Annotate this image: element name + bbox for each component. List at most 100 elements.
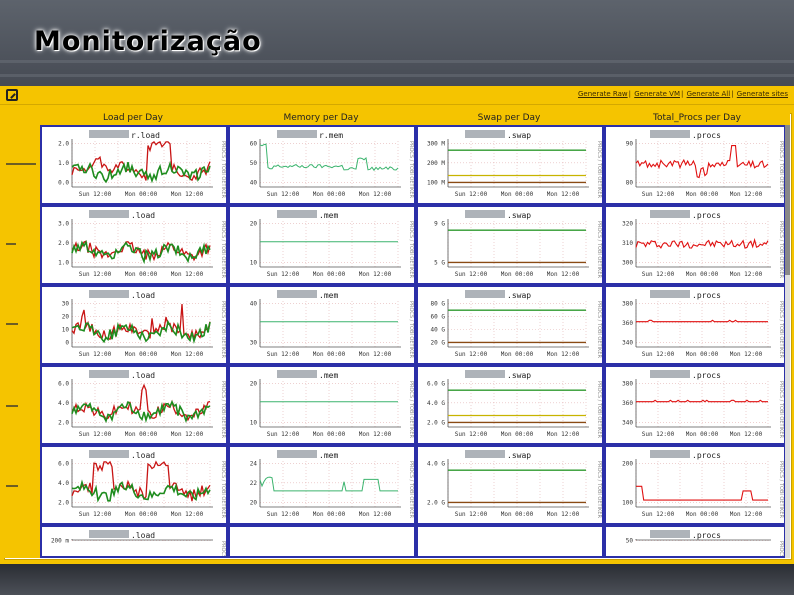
x-tick-label: Mon 12:00 <box>547 191 580 198</box>
series-line-memory <box>259 476 398 492</box>
graph-cell-swap[interactable]: .swap PROCS / TOBI OETIKER 80 G 60 G 40 G 20 … <box>416 285 604 365</box>
link-generate-vm[interactable]: Generate VM <box>634 90 680 98</box>
graph-cell-mem[interactable]: .mem PROCS / TOBI OETIKER 40 30 Sun 12:00 Mon… <box>228 285 416 365</box>
x-tick-label: Mon 00:00 <box>686 351 719 358</box>
series-line-procs <box>636 485 768 501</box>
graph-swap: .swap PROCS / TOBI OETIKER 4.0 G 2.0 G Sun 1… <box>427 450 602 518</box>
graph-cell-swap[interactable] <box>416 525 604 558</box>
col-header-procs: Total_Procs per Day <box>653 113 741 123</box>
y-tick-label: 9 G <box>434 220 445 227</box>
graph-mem: .mem PROCS / TOBI OETIKER 20 10 Sun 12:00 Mon… <box>250 370 414 438</box>
y-tick-label: 40 <box>250 179 258 186</box>
redacted-hostname <box>89 210 129 218</box>
graph-title: .swap <box>507 451 531 460</box>
series-line-green <box>71 479 211 503</box>
graph-cell-procs[interactable]: .procs PROCS / TOBI OETIKER 320 310 300 Sun 1… <box>604 205 786 285</box>
left-marker <box>6 485 18 487</box>
y-tick-label: 22 <box>250 480 258 487</box>
y-tick-label: 10 <box>62 326 70 333</box>
series-line-green <box>71 399 211 424</box>
series-line-green <box>71 239 211 265</box>
x-tick-label: Sun 12:00 <box>267 351 300 358</box>
graph-cell-procs[interactable]: .procs PROCS / TOBI OETIKER 50 <box>604 525 786 558</box>
y-tick-label: 300 <box>622 259 633 266</box>
x-tick-label: Mon 00:00 <box>686 511 719 518</box>
x-tick-label: Mon 00:00 <box>501 191 534 198</box>
x-tick-label: Mon 00:00 <box>501 351 534 358</box>
y-tick-label: 60 G <box>431 313 446 320</box>
graph-cell-mem[interactable]: .mem PROCS / TOBI OETIKER 24 22 20 Sun 12:00 M… <box>228 445 416 525</box>
graph-cell-swap[interactable]: .swap PROCS / TOBI OETIKER 6.0 G 4.0 G 2.0 G… <box>416 365 604 445</box>
y-tick-label: 2.0 <box>58 419 69 426</box>
y-tick-label: 80 G <box>431 300 446 307</box>
graph-cell-mem[interactable]: .mem PROCS / TOBI OETIKER 20 10 Sun 12:00 Mon… <box>228 365 416 445</box>
y-tick-label: 300 M <box>427 140 445 147</box>
y-tick-label: 10 <box>250 259 258 266</box>
x-tick-label: Mon 12:00 <box>171 431 204 438</box>
redacted-hostname <box>89 130 129 138</box>
y-tick-label: 380 <box>622 380 633 387</box>
graph-cell-load[interactable]: .load PROCS / TOBI OETIKER 200 m <box>40 525 228 558</box>
redacted-hostname <box>89 290 129 298</box>
x-tick-label: Sun 12:00 <box>455 271 488 278</box>
scrollbar-thumb[interactable] <box>785 125 790 275</box>
link-generate-all[interactable]: Generate All <box>686 90 731 98</box>
graph-cell-swap[interactable]: .swap PROCS / TOBI OETIKER 4.0 G 2.0 G Sun 1… <box>416 445 604 525</box>
y-tick-label: 360 <box>622 320 633 327</box>
redacted-hostname <box>277 290 317 298</box>
x-tick-label: Mon 12:00 <box>359 191 392 198</box>
graph-title: .procs <box>692 451 721 460</box>
x-tick-label: Sun 12:00 <box>642 431 675 438</box>
x-tick-label: Mon 00:00 <box>686 271 719 278</box>
y-tick-label: 3.0 <box>58 220 69 227</box>
redacted-hostname <box>650 450 690 458</box>
app-logo-icon[interactable] <box>6 89 18 101</box>
graph-cell-load[interactable]: .load PROCS / TOBI OETIKER 6.0 4.0 2.0 Sun 12… <box>40 365 228 445</box>
rrdtool-credit: PROCS / TOBI OETIKER <box>220 541 226 556</box>
y-tick-label: 40 G <box>431 326 446 333</box>
redacted-hostname <box>465 450 505 458</box>
graph-cell-procs[interactable]: .procs PROCS / TOBI OETIKER 90 80 Sun 12:00 M… <box>604 125 786 205</box>
y-tick-label: 0 <box>65 339 69 346</box>
x-tick-label: Mon 12:00 <box>547 431 580 438</box>
y-tick-label: 40 <box>250 300 258 307</box>
graph-procs: .procs PROCS / TOBI OETIKER 50 <box>626 530 784 556</box>
graph-cell-mem[interactable] <box>228 525 416 558</box>
graph-load: .load PROCS / TOBI OETIKER 200 m <box>51 530 226 556</box>
x-tick-label: Sun 12:00 <box>642 511 675 518</box>
y-tick-label: 6.0 <box>58 460 69 467</box>
series-line-procs <box>636 399 768 403</box>
redacted-hostname <box>650 210 690 218</box>
scrollbar[interactable] <box>785 125 790 558</box>
x-tick-label: Mon 12:00 <box>547 351 580 358</box>
left-strip <box>4 125 40 558</box>
graph-cell-load[interactable]: .load PROCS / TOBI OETIKER 3.0 2.0 1.0 Sun 12… <box>40 205 228 285</box>
graph-cell-load[interactable]: .load PROCS / TOBI OETIKER 6.0 4.0 2.0 Sun 12… <box>40 445 228 525</box>
graph-cell-procs[interactable]: .procs PROCS / TOBI OETIKER 380 360 340 Sun 1… <box>604 365 786 445</box>
y-tick-label: 200 m <box>51 537 69 544</box>
graph-cell-swap[interactable]: .swap PROCS / TOBI OETIKER 9 G 5 G Sun 12:00… <box>416 205 604 285</box>
graph-cell-load[interactable]: r.load PROCS / TOBI OETIKER 2.0 1.0 0.0 Sun 1… <box>40 125 228 205</box>
graph-cell-swap[interactable]: .swap PROCS / TOBI OETIKER 300 M 200 M 100 M… <box>416 125 604 205</box>
graph-cell-procs[interactable]: .procs PROCS / TOBI OETIKER 380 360 340 Sun 1… <box>604 285 786 365</box>
link-generate-raw[interactable]: Generate Raw <box>577 90 628 98</box>
graph-title: .mem <box>319 371 338 380</box>
graph-title: .swap <box>507 211 531 220</box>
top-bar <box>0 86 794 105</box>
graph-load: r.load PROCS / TOBI OETIKER 2.0 1.0 0.0 Sun 1… <box>58 130 226 198</box>
x-tick-label: Mon 00:00 <box>686 431 719 438</box>
x-tick-label: Mon 12:00 <box>730 511 763 518</box>
y-tick-label: 2.0 <box>58 499 69 506</box>
graph-cell-load[interactable]: .load PROCS / TOBI OETIKER 30 20 10 0 Sun 12:0… <box>40 285 228 365</box>
rrdtool-credit: PROCS / TOBI OETIKER <box>220 221 226 278</box>
graph-cell-mem[interactable]: .mem PROCS / TOBI OETIKER 20 10 Sun 12:00 Mon… <box>228 205 416 285</box>
redacted-hostname <box>89 450 129 458</box>
link-generate-sites[interactable]: Generate sites <box>736 90 788 98</box>
graph-title: .load <box>131 291 155 300</box>
y-tick-label: 100 M <box>427 179 445 186</box>
graph-title: .swap <box>507 291 531 300</box>
graph-cell-mem[interactable]: r.mem PROCS / TOBI OETIKER 60 50 40 Sun 12:00… <box>228 125 416 205</box>
x-tick-label: Sun 12:00 <box>79 431 112 438</box>
x-tick-label: Mon 12:00 <box>359 511 392 518</box>
graph-cell-procs[interactable]: .procs PROCS / TOBI OETIKER 200 100 Sun 12:0… <box>604 445 786 525</box>
